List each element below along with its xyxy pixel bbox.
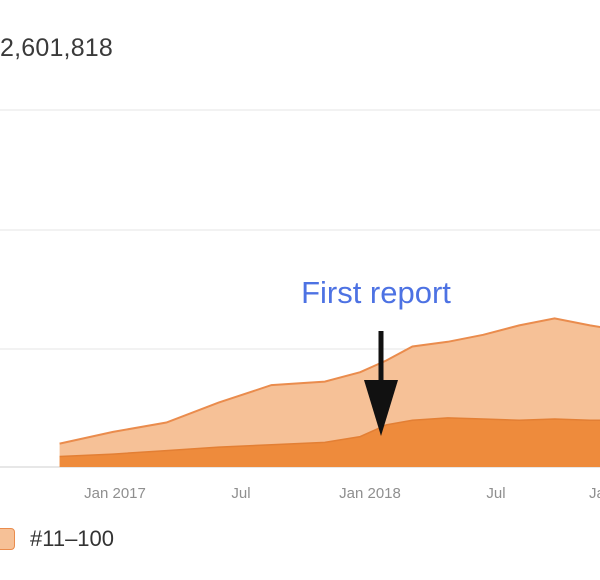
x-tick-label: Ja <box>589 485 600 502</box>
area-series-dark <box>59 417 600 467</box>
series-outline-dark <box>59 417 600 458</box>
total-value: 2,601,818 <box>0 34 114 62</box>
x-axis-ticks: Jan 2017 Jul Jan 2018 Jul Ja <box>84 485 600 502</box>
legend-label: #11–100 <box>30 526 115 551</box>
series-outline-light <box>59 317 600 445</box>
x-tick-label: Jul <box>486 485 505 502</box>
x-tick-label: Jul <box>231 485 250 502</box>
x-tick-label: Jan 2018 <box>339 485 401 502</box>
x-tick-label: Jan 2017 <box>84 485 146 502</box>
legend: #11–100 <box>0 526 114 552</box>
annotation-arrow <box>364 331 398 436</box>
legend-swatch[interactable] <box>0 528 15 550</box>
annotation-label: First report <box>301 275 451 310</box>
